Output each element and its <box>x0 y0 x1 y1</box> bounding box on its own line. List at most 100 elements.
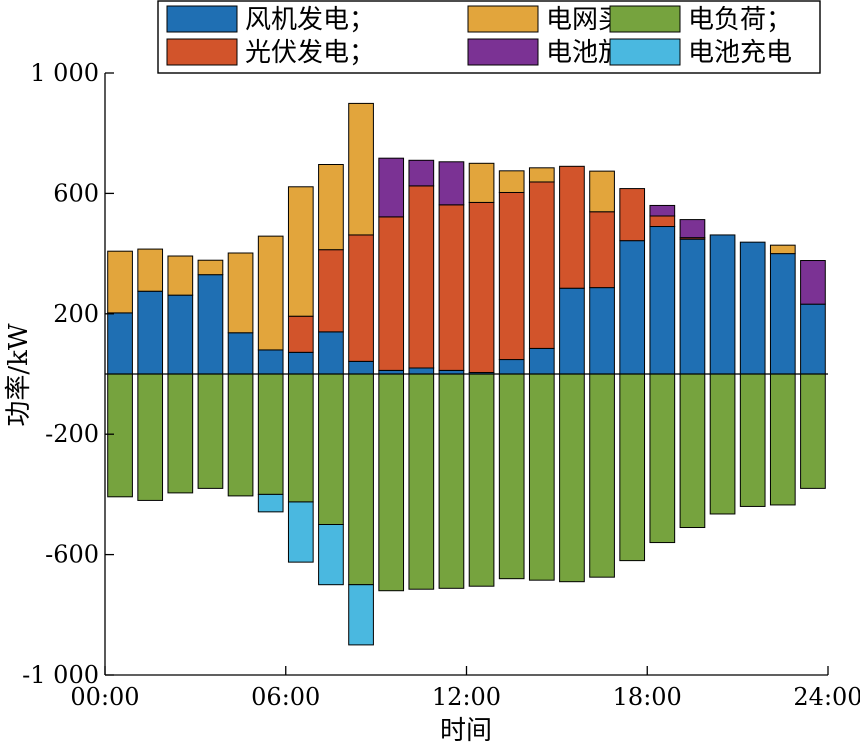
bar-load-21 <box>709 373 736 515</box>
bar-load-6 <box>257 373 284 495</box>
bar-discharge-11 <box>408 159 435 187</box>
bar-wind-9 <box>348 360 374 375</box>
bar-pv-8 <box>318 249 344 333</box>
bar-wind-8 <box>318 331 344 375</box>
bar-load-9 <box>348 373 374 586</box>
bar-charge-7 <box>287 501 314 563</box>
legend-swatch-discharge <box>467 38 539 66</box>
bar-wind-19 <box>649 226 676 375</box>
bar-load-16 <box>559 373 585 583</box>
bars-layer <box>107 102 826 646</box>
bar-pv-13 <box>468 201 495 373</box>
y-tick-label: -200 <box>45 420 99 448</box>
bar-load-13 <box>468 373 495 587</box>
bar-wind-1 <box>107 312 133 375</box>
bar-grid-7 <box>287 186 314 317</box>
x-tick-label: 12:00 <box>432 683 501 711</box>
bar-pv-18 <box>619 188 646 242</box>
bar-load-2 <box>137 373 164 501</box>
y-tick-label: -1 000 <box>22 661 99 689</box>
bar-wind-2 <box>137 290 164 375</box>
legend: 风机发电；电网买电；电负荷；光伏发电；电池放电；电池充电 <box>157 0 821 74</box>
bar-load-11 <box>408 373 435 590</box>
bar-load-3 <box>167 373 194 494</box>
bar-load-20 <box>679 373 706 529</box>
y-tick-label: 200 <box>53 300 99 328</box>
bar-load-22 <box>739 373 766 507</box>
x-tick-label: 18:00 <box>613 683 682 711</box>
y-tick-label: 600 <box>53 179 99 207</box>
bar-load-24 <box>800 373 826 489</box>
bar-charge-9 <box>348 584 374 646</box>
bar-load-8 <box>318 373 344 525</box>
bar-load-5 <box>227 373 254 497</box>
bar-pv-11 <box>408 185 435 369</box>
bar-load-18 <box>619 373 646 562</box>
bar-wind-11 <box>408 367 435 375</box>
bar-load-19 <box>649 373 676 544</box>
y-axis-title: 功率/kW <box>4 323 34 427</box>
bar-pv-17 <box>589 211 615 289</box>
bar-grid-2 <box>137 248 164 292</box>
bar-grid-1 <box>107 250 133 314</box>
bar-pv-7 <box>287 315 314 353</box>
bar-grid-17 <box>589 170 615 213</box>
bar-pv-16 <box>559 165 585 289</box>
bar-grid-8 <box>318 164 344 251</box>
bar-wind-16 <box>559 287 585 375</box>
legend-label-pv: 光伏发电； <box>245 38 375 68</box>
bar-load-23 <box>769 373 796 506</box>
bar-discharge-24 <box>800 260 826 305</box>
bar-pv-15 <box>528 181 555 349</box>
bar-grid-6 <box>257 235 284 351</box>
bar-wind-20 <box>679 238 706 375</box>
bar-wind-7 <box>287 351 314 375</box>
bar-pv-14 <box>498 192 525 361</box>
bar-pv-12 <box>438 204 465 371</box>
bar-wind-24 <box>800 303 826 375</box>
bar-pv-10 <box>378 216 405 371</box>
legend-label-load: 电负荷； <box>688 5 792 35</box>
legend-swatch-pv <box>166 38 238 66</box>
bar-charge-8 <box>318 524 344 586</box>
legend-swatch-grid <box>467 5 539 33</box>
bar-load-14 <box>498 373 525 580</box>
bar-wind-6 <box>257 349 284 375</box>
bar-wind-14 <box>498 359 525 375</box>
bar-grid-4 <box>197 259 224 276</box>
bar-discharge-12 <box>438 161 465 206</box>
bar-grid-3 <box>167 255 194 296</box>
bar-load-10 <box>378 373 405 592</box>
bar-charge-6 <box>257 493 284 513</box>
bar-wind-17 <box>589 287 615 375</box>
x-tick-label: 24:00 <box>793 683 860 711</box>
bar-wind-5 <box>227 332 254 375</box>
y-tick-label: 1 000 <box>30 59 99 87</box>
bar-grid-23 <box>769 244 796 255</box>
bar-load-15 <box>528 373 555 581</box>
bar-wind-15 <box>528 347 555 375</box>
bar-wind-21 <box>709 234 736 375</box>
legend-swatch-charge <box>609 38 681 66</box>
bar-load-7 <box>287 373 314 503</box>
legend-swatch-load <box>609 5 681 33</box>
bar-grid-15 <box>528 167 555 183</box>
x-axis-title: 时间 <box>440 716 492 746</box>
bar-load-1 <box>107 373 133 498</box>
bar-grid-13 <box>468 162 495 203</box>
legend-label-wind: 风机发电； <box>245 5 375 35</box>
bar-load-12 <box>438 373 465 589</box>
bar-discharge-20 <box>679 219 706 239</box>
bar-wind-18 <box>619 240 646 375</box>
bar-wind-4 <box>197 274 224 375</box>
bar-wind-22 <box>739 241 766 375</box>
y-tick-label: -600 <box>45 541 99 569</box>
bar-grid-5 <box>227 252 254 334</box>
bar-grid-14 <box>498 170 525 193</box>
legend-label-charge: 电池充电 <box>688 38 792 68</box>
bar-discharge-19 <box>649 204 676 217</box>
x-tick-label: 06:00 <box>251 683 320 711</box>
bar-load-17 <box>589 373 615 578</box>
